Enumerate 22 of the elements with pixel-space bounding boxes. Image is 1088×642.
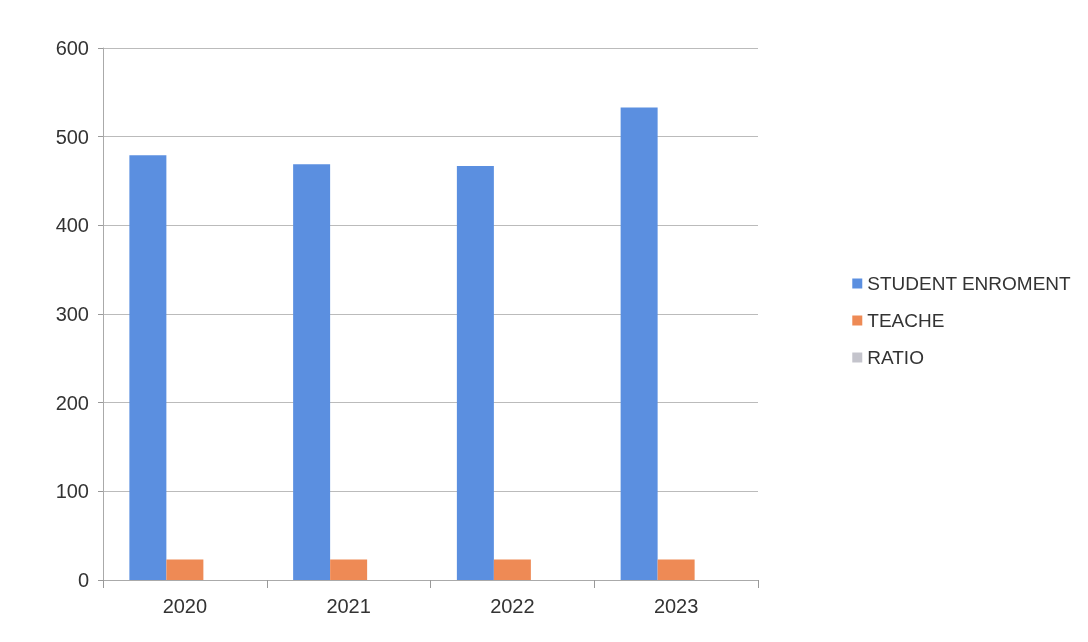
bar xyxy=(456,165,494,580)
y-tick-label: 400 xyxy=(55,214,89,237)
bar xyxy=(620,107,658,580)
x-tick-label: 2021 xyxy=(326,595,371,617)
y-tick-label: 200 xyxy=(55,391,89,414)
x-tick-label: 2022 xyxy=(490,595,535,617)
y-tick-label: 100 xyxy=(55,480,89,503)
y-tick-label: 300 xyxy=(55,303,89,325)
legend-label: STUDENT ENROMENT xyxy=(867,273,1072,294)
y-tick-label: 500 xyxy=(55,125,89,148)
legend-label: TEACHE xyxy=(867,310,945,331)
bar xyxy=(129,155,167,580)
bar xyxy=(493,559,531,580)
bar xyxy=(293,164,331,580)
x-tick-label: 2020 xyxy=(162,595,208,617)
bar xyxy=(330,559,368,580)
y-tick-label: 0 xyxy=(77,569,89,591)
y-tick-label: 600 xyxy=(55,37,89,59)
bar xyxy=(166,559,204,580)
x-tick-label: 2023 xyxy=(653,595,699,617)
legend-label: RATIO xyxy=(867,347,924,368)
bar xyxy=(657,559,695,580)
